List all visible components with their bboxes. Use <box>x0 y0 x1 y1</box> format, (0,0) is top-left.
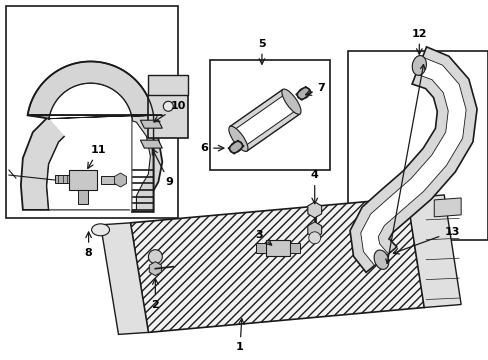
Circle shape <box>148 250 162 264</box>
Ellipse shape <box>91 224 109 236</box>
Bar <box>347 50 487 240</box>
Circle shape <box>308 232 320 244</box>
Bar <box>210 60 329 170</box>
Ellipse shape <box>228 126 247 152</box>
Ellipse shape <box>281 89 301 114</box>
Bar <box>255 243 265 253</box>
Bar <box>101 176 116 184</box>
Text: 13: 13 <box>392 227 459 254</box>
Text: 12: 12 <box>411 28 426 54</box>
Text: 5: 5 <box>258 39 265 64</box>
Text: 7: 7 <box>305 84 325 95</box>
Polygon shape <box>433 198 460 217</box>
Polygon shape <box>49 84 144 212</box>
Text: 3: 3 <box>255 230 271 245</box>
Polygon shape <box>232 94 296 147</box>
Polygon shape <box>148 75 188 95</box>
Polygon shape <box>140 140 162 148</box>
Polygon shape <box>21 98 162 210</box>
Bar <box>289 243 299 253</box>
Text: 8: 8 <box>84 232 92 258</box>
Ellipse shape <box>373 250 388 269</box>
Bar <box>78 190 87 204</box>
Text: 10: 10 <box>154 101 185 122</box>
Text: 4: 4 <box>310 170 318 204</box>
Bar <box>265 240 289 256</box>
Polygon shape <box>360 57 465 265</box>
Polygon shape <box>47 116 150 210</box>
Polygon shape <box>101 223 148 334</box>
Bar <box>55 175 68 183</box>
Polygon shape <box>229 89 300 151</box>
Text: 6: 6 <box>200 143 224 153</box>
Ellipse shape <box>411 55 426 75</box>
Circle shape <box>163 101 173 111</box>
Polygon shape <box>27 62 162 212</box>
Polygon shape <box>407 195 460 307</box>
Bar <box>6 6 178 218</box>
Polygon shape <box>227 140 244 154</box>
Polygon shape <box>349 47 476 273</box>
Text: 9: 9 <box>152 149 173 187</box>
Polygon shape <box>140 120 162 128</box>
Polygon shape <box>148 95 188 138</box>
Polygon shape <box>295 86 311 100</box>
Polygon shape <box>130 198 424 332</box>
Bar <box>68 170 96 190</box>
Text: 11: 11 <box>87 145 106 168</box>
Text: 2: 2 <box>151 279 159 310</box>
Text: 1: 1 <box>236 319 244 352</box>
